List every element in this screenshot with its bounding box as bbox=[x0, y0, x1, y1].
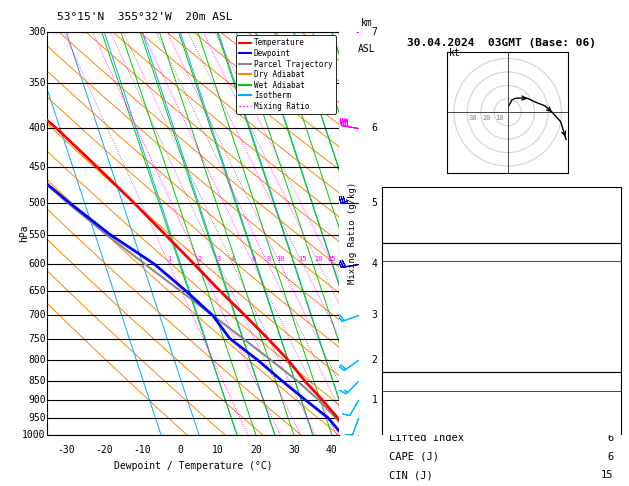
Text: 1005: 1005 bbox=[588, 396, 613, 406]
Text: 5: 5 bbox=[372, 198, 377, 208]
Text: 30.04.2024  03GMT (Base: 06): 30.04.2024 03GMT (Base: 06) bbox=[407, 37, 596, 48]
Text: 10: 10 bbox=[276, 256, 284, 262]
Text: PW (cm): PW (cm) bbox=[389, 229, 433, 239]
Text: LCL: LCL bbox=[340, 418, 359, 428]
Text: 750: 750 bbox=[28, 333, 46, 344]
Text: -10: -10 bbox=[133, 445, 151, 455]
Text: Most Unstable: Most Unstable bbox=[461, 378, 542, 388]
Text: 1: 1 bbox=[167, 256, 171, 262]
Text: Lifted Index: Lifted Index bbox=[389, 322, 464, 332]
Text: 300: 300 bbox=[594, 415, 613, 425]
Text: Surface: Surface bbox=[479, 248, 523, 258]
Text: 20: 20 bbox=[250, 445, 262, 455]
Text: 6: 6 bbox=[607, 322, 613, 332]
Text: 850: 850 bbox=[28, 376, 46, 385]
Text: 6: 6 bbox=[607, 452, 613, 462]
Text: K: K bbox=[389, 192, 396, 202]
Text: 700: 700 bbox=[28, 311, 46, 320]
Text: 400: 400 bbox=[28, 123, 46, 133]
Text: 25: 25 bbox=[328, 256, 336, 262]
Text: 4: 4 bbox=[231, 256, 235, 262]
Text: 20: 20 bbox=[314, 256, 323, 262]
Text: ASL: ASL bbox=[358, 44, 376, 53]
Text: km: km bbox=[360, 17, 372, 28]
Text: 950: 950 bbox=[28, 413, 46, 423]
Text: 900: 900 bbox=[28, 395, 46, 405]
Text: 1.8: 1.8 bbox=[594, 229, 613, 239]
Text: Mixing Ratio (g/kg): Mixing Ratio (g/kg) bbox=[348, 182, 357, 284]
Text: 15: 15 bbox=[601, 470, 613, 481]
Text: θᴇ(K): θᴇ(K) bbox=[389, 303, 421, 313]
Text: CAPE (J): CAPE (J) bbox=[389, 341, 440, 350]
Text: -30: -30 bbox=[57, 445, 75, 455]
Text: kt: kt bbox=[448, 48, 460, 58]
Text: 2: 2 bbox=[372, 355, 377, 365]
Text: 600: 600 bbox=[28, 259, 46, 269]
Text: 3: 3 bbox=[216, 256, 221, 262]
Bar bbox=[382, 372, 621, 484]
Text: 6: 6 bbox=[372, 123, 377, 133]
Text: CIN (J): CIN (J) bbox=[389, 359, 433, 369]
Text: 53°15'N  355°32'W  20m ASL: 53°15'N 355°32'W 20m ASL bbox=[57, 12, 233, 22]
Text: 7.8: 7.8 bbox=[594, 285, 613, 295]
Text: Dewp (°C): Dewp (°C) bbox=[389, 285, 446, 295]
Text: Temp (°C): Temp (°C) bbox=[389, 266, 446, 277]
Text: Pressure (mb): Pressure (mb) bbox=[389, 396, 470, 406]
Text: Dewpoint / Temperature (°C): Dewpoint / Temperature (°C) bbox=[114, 461, 272, 471]
Text: 1000: 1000 bbox=[22, 430, 46, 440]
Text: 10: 10 bbox=[496, 115, 504, 121]
Text: 20: 20 bbox=[482, 115, 491, 121]
Text: 6: 6 bbox=[251, 256, 255, 262]
Text: 500: 500 bbox=[28, 198, 46, 208]
Legend: Temperature, Dewpoint, Parcel Trajectory, Dry Adiabat, Wet Adiabat, Isotherm, Mi: Temperature, Dewpoint, Parcel Trajectory… bbox=[237, 35, 336, 114]
Text: 15: 15 bbox=[601, 359, 613, 369]
Text: 30: 30 bbox=[469, 115, 477, 121]
Text: CIN (J): CIN (J) bbox=[389, 470, 433, 481]
Text: 3: 3 bbox=[372, 311, 377, 320]
Text: 0: 0 bbox=[177, 445, 183, 455]
Text: 6: 6 bbox=[607, 341, 613, 350]
Text: 22: 22 bbox=[601, 192, 613, 202]
Text: hPa: hPa bbox=[19, 225, 29, 242]
Text: 300: 300 bbox=[28, 27, 46, 36]
Text: 6: 6 bbox=[607, 434, 613, 443]
Text: 1: 1 bbox=[372, 395, 377, 405]
Bar bbox=[382, 484, 621, 486]
Text: CAPE (J): CAPE (J) bbox=[389, 452, 440, 462]
Text: -20: -20 bbox=[95, 445, 113, 455]
Text: 46: 46 bbox=[601, 210, 613, 221]
Text: 350: 350 bbox=[28, 78, 46, 88]
Text: Lifted Index: Lifted Index bbox=[389, 434, 464, 443]
Text: © weatheronline.co.uk: © weatheronline.co.uk bbox=[445, 422, 558, 431]
Text: 800: 800 bbox=[28, 355, 46, 365]
Text: 2: 2 bbox=[198, 256, 202, 262]
Text: 300: 300 bbox=[594, 303, 613, 313]
Text: 4: 4 bbox=[372, 259, 377, 269]
Text: 10: 10 bbox=[212, 445, 224, 455]
Text: 650: 650 bbox=[28, 286, 46, 295]
Text: 40: 40 bbox=[326, 445, 338, 455]
Text: 7: 7 bbox=[372, 27, 377, 36]
Text: θᴇ (K): θᴇ (K) bbox=[389, 415, 427, 425]
Bar bbox=[382, 187, 621, 243]
Text: 450: 450 bbox=[28, 162, 46, 173]
Text: 8: 8 bbox=[266, 256, 270, 262]
Text: Totals Totals: Totals Totals bbox=[389, 210, 470, 221]
Text: 15: 15 bbox=[298, 256, 307, 262]
Text: 550: 550 bbox=[28, 230, 46, 240]
Text: 30: 30 bbox=[288, 445, 300, 455]
Text: 9.8: 9.8 bbox=[594, 266, 613, 277]
Bar bbox=[382, 243, 621, 372]
